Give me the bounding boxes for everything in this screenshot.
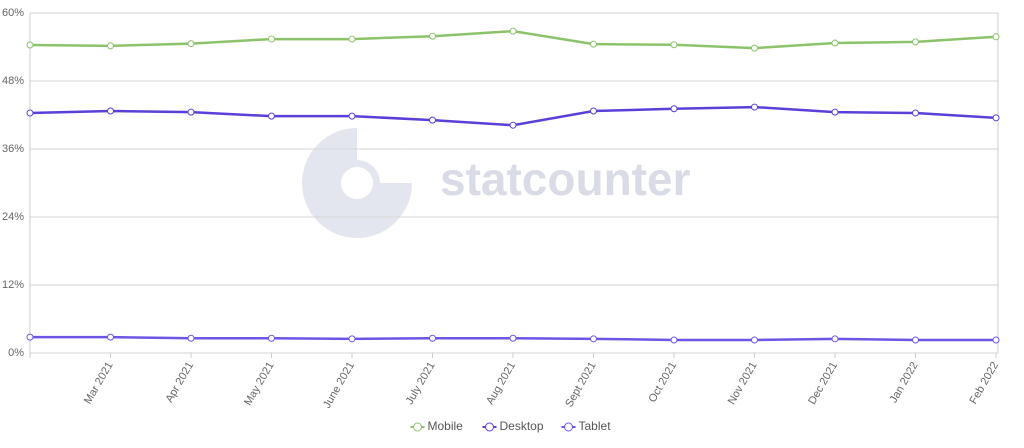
data-point [590,107,597,115]
x-tick-label: Dec 2021 [806,360,840,407]
x-tick-label: Sept 2021 [563,360,598,409]
legend-item: Mobile [410,419,464,433]
data-point [912,336,919,344]
x-tick-label: Mar 2021 [82,360,116,406]
data-point [831,335,839,343]
data-point [107,107,114,115]
data-point [590,335,597,343]
data-point [187,40,195,48]
x-tick-label: July 2021 [404,360,438,407]
x-tick-label: Apr 2021 [163,360,196,405]
data-point [429,334,436,342]
y-tick-label: 24% [2,211,24,223]
data-point [268,35,275,43]
x-tick-label: June 2021 [321,360,357,411]
legend-item: Desktop [482,419,544,433]
x-tick-label: Nov 2021 [726,360,760,407]
data-point [348,112,356,120]
data-point [670,41,678,49]
y-tick-label: 60% [2,7,24,19]
data-point [26,333,34,341]
legend-marker [485,422,494,432]
legend-item: Tablet [561,419,612,433]
data-point [751,103,758,111]
x-tick-label: Oct 2021 [646,360,679,405]
data-point [107,333,114,341]
data-point [509,27,517,35]
data-point [509,121,517,129]
data-point [751,336,758,344]
data-point [590,40,597,48]
x-tick-label: Feb 2022 [967,360,1001,406]
watermark-logo [302,128,412,238]
x-tick-label: May 2021 [242,360,277,408]
data-point [429,32,436,40]
data-point [912,109,919,117]
y-tick-label: 0% [8,347,24,359]
data-point [992,336,1000,344]
y-tick-label: 12% [2,279,24,291]
data-point [348,335,356,343]
data-point [268,112,275,120]
legend-label: Mobile [428,419,464,433]
legend-marker [564,422,573,432]
data-point [26,41,34,49]
data-point [268,334,275,342]
x-tick-label: Aug 2021 [484,360,518,407]
legend-marker [413,422,422,432]
y-tick-label: 36% [2,143,24,155]
data-point [992,114,1000,122]
legend-label: Tablet [579,419,612,433]
y-tick-label: 48% [2,75,24,87]
x-tick-label: Jan 2022 [888,360,921,405]
data-point [751,44,758,52]
data-point [429,116,436,124]
watermark: statcounter [440,153,691,205]
data-point [912,38,919,46]
data-point [348,35,356,43]
data-point [992,33,1000,41]
data-point [187,334,195,342]
data-point [107,42,114,50]
data-point [670,105,678,113]
data-point [670,336,678,344]
legend-label: Desktop [500,419,544,433]
data-point [187,108,195,116]
data-point [509,334,517,342]
data-point [831,108,839,116]
data-point [831,39,839,47]
data-point [26,109,34,117]
